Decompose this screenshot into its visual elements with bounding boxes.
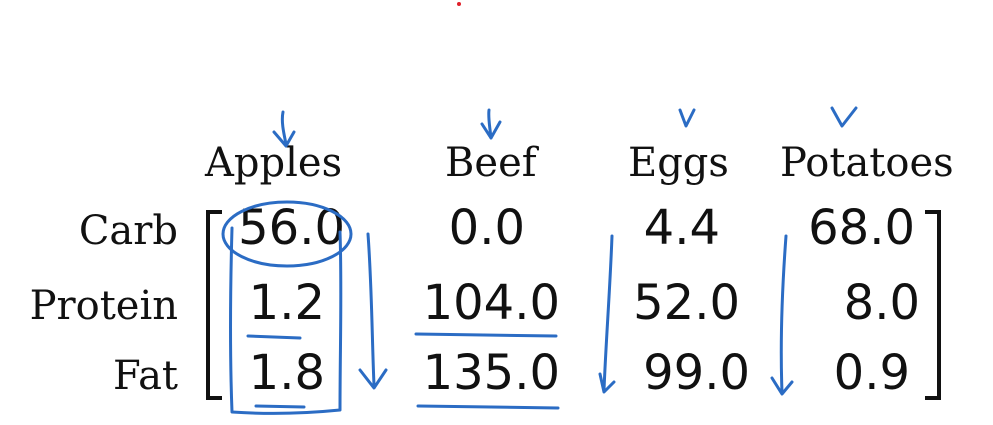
matrix-cell: 4.4 — [643, 200, 720, 256]
matrix-cell: 8.0 — [843, 275, 920, 331]
matrix-cell: 99.0 — [643, 345, 750, 401]
highlight-circle — [221, 200, 353, 268]
left-bracket — [206, 210, 222, 400]
vertical-arrow-icon — [358, 232, 388, 390]
column-header-apples: Apples — [205, 140, 343, 186]
matrix-cell: 0.0 — [448, 200, 525, 256]
underline — [254, 404, 306, 409]
matrix-cell: 135.0 — [422, 345, 560, 401]
matrix-cell: 1.2 — [248, 275, 325, 331]
underline — [416, 404, 560, 410]
underline — [246, 334, 302, 340]
vertical-arrow-icon — [770, 234, 794, 396]
column-header-eggs: Eggs — [628, 140, 729, 186]
down-arrow-icon — [678, 108, 696, 128]
row-label-carb: Carb — [78, 208, 178, 254]
vertical-arrow-icon — [598, 372, 616, 394]
vertical-line — [602, 234, 614, 392]
matrix-cell: 104.0 — [422, 275, 560, 331]
column-header-potatoes: Potatoes — [780, 140, 954, 186]
matrix-cell: 1.8 — [248, 345, 325, 401]
down-arrow-icon — [830, 106, 858, 128]
down-arrow-icon — [272, 110, 296, 148]
down-arrow-icon — [480, 108, 502, 140]
column-box — [229, 226, 343, 415]
matrix-cell: 52.0 — [633, 275, 740, 331]
pointer-dot — [457, 2, 461, 6]
row-label-fat: Fat — [113, 353, 178, 399]
column-header-beef: Beef — [445, 140, 537, 186]
matrix-cell: 0.9 — [833, 345, 910, 401]
underline — [414, 332, 558, 338]
row-label-protein: Protein — [29, 283, 178, 329]
matrix-cell: 68.0 — [808, 200, 915, 256]
right-bracket — [925, 210, 941, 400]
